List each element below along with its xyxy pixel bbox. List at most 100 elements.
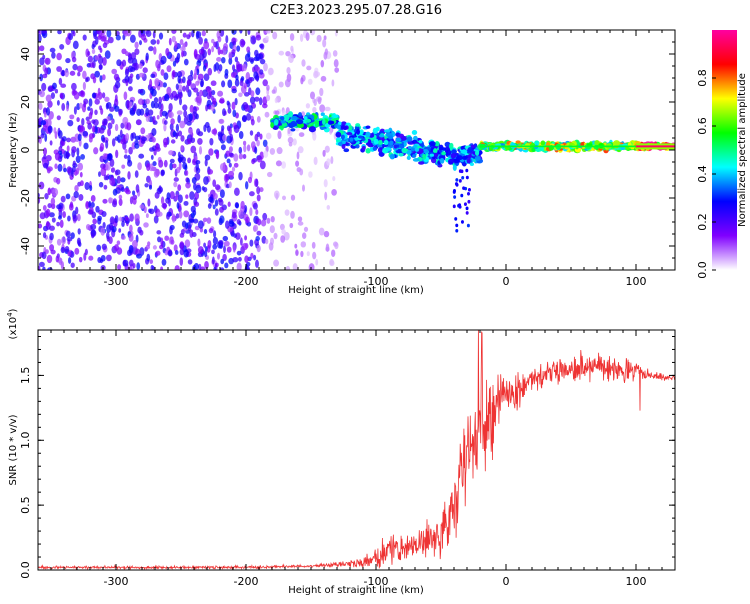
spectrogram-cell: [248, 76, 253, 84]
spectrogram-cell: [141, 136, 147, 142]
spectrogram-cell: [238, 130, 244, 140]
spectrogram-cell: [203, 228, 208, 235]
spectrogram-cell: [241, 63, 247, 72]
spectrogram-cell: [238, 146, 243, 154]
spectrogram-cell: [198, 36, 203, 45]
spectrogram-cell: [286, 66, 291, 75]
spectrogram-cell: [300, 241, 307, 248]
spectrogram-cell: [258, 53, 264, 60]
spectrogram-cell: [73, 91, 80, 100]
spectrogram-cell: [149, 259, 154, 264]
spectrogram-cell: [452, 164, 457, 171]
spectrogram-cell: [297, 221, 304, 226]
spectrogram-cell: [91, 92, 97, 99]
spectrogram-cell: [280, 120, 286, 124]
spectrogram-cell: [195, 159, 201, 165]
spectrogram-cell: [184, 239, 191, 248]
spectrogram-cell: [384, 147, 392, 151]
spectrogram-cell: [207, 240, 212, 249]
snr-marks: [38, 330, 675, 570]
spectrogram-cell: [255, 73, 260, 82]
spectrogram-cell: [125, 189, 131, 195]
colorbar-gradient: [712, 30, 737, 270]
spectrogram-cell: [155, 146, 161, 152]
spectrogram-cell: [80, 90, 84, 95]
spectrogram-cell: [128, 146, 133, 155]
spectrogram-cell: [81, 118, 85, 126]
spectrogram-cell: [248, 57, 255, 63]
spectrogram-cell: [273, 119, 279, 126]
spectrogram-cell: [46, 118, 52, 128]
spectrogram-cell: [540, 140, 546, 146]
spectrogram-cell: [105, 161, 111, 171]
spectrogram-cell: [222, 235, 229, 242]
spectrogram-cell: [159, 81, 164, 88]
spectrogram-cell: [207, 67, 213, 76]
spectrogram-cell: [134, 48, 140, 55]
spectrogram-cell: [129, 213, 134, 222]
spectrogram-cell: [455, 155, 464, 161]
spectrogram-cell: [197, 220, 204, 229]
spectrogram-cell: [188, 218, 195, 223]
spectrogram-cell: [46, 220, 50, 227]
spectrogram-cell: [82, 70, 87, 80]
spectrogram-cell: [67, 251, 72, 257]
spectrogram-cell: [38, 30, 41, 34]
spectrogram-cell: [236, 250, 242, 256]
spectrogram-cell: [54, 152, 61, 161]
spectrogram-cell: [332, 50, 338, 57]
spectrogram-cell: [301, 232, 307, 240]
spectrogram-cell: [99, 142, 105, 152]
spectrogram-cell: [259, 69, 264, 75]
spectrogram-cell: [383, 129, 391, 133]
spectrogram-cell: [186, 121, 192, 126]
spectrogram-cell: [272, 31, 278, 40]
spectrogram-cell: [306, 65, 312, 71]
spectrogram-cell: [128, 86, 133, 92]
spectrogram-cell: [170, 239, 175, 245]
spectrogram-cell: [231, 211, 237, 219]
spectrogram-cell: [312, 106, 317, 113]
snr-x-label: Height of straight line (km): [288, 585, 424, 596]
spectrogram-cell: [200, 266, 206, 270]
spectrogram-cell: [84, 248, 88, 256]
spectrogram-cell: [159, 244, 164, 250]
spectrogram-cell: [114, 105, 120, 112]
spectrogram-cell: [178, 92, 183, 99]
spectrogram-cell: [38, 223, 43, 229]
spectrogram-cell: [465, 206, 469, 211]
spectrogram-cell: [129, 224, 133, 233]
spectrogram-cell: [294, 243, 298, 249]
spectrogram-cell: [208, 227, 214, 234]
spectrogram-cell: [46, 167, 51, 174]
spectrogram-cell: [313, 98, 317, 106]
spectrogram-cell: [189, 191, 195, 200]
spectrogram-cell: [263, 62, 268, 72]
spectrogram-cell: [87, 55, 94, 63]
spectrogram-cell: [182, 104, 188, 111]
spectrogram-cell: [296, 151, 300, 160]
spectrogram-cell: [148, 184, 153, 190]
spectrogram-cell: [290, 194, 296, 201]
spectrogram-cell: [227, 79, 233, 88]
spectrogram-cell: [74, 247, 80, 255]
spectrogram-cell: [233, 162, 239, 168]
spectrogram-cell: [250, 90, 255, 98]
x-tick-label: 100: [626, 575, 647, 588]
spectrogram-cell: [594, 140, 600, 146]
spectrogram-cell: [266, 217, 271, 224]
spectrogram-cell: [331, 249, 336, 257]
spectrogram-cell: [213, 193, 218, 200]
spectrogram-cell: [288, 54, 294, 63]
spectrogram-cell: [291, 115, 298, 121]
spectrogram-cell: [68, 203, 74, 211]
spectrogram-cell: [246, 46, 251, 53]
spectrogram-cell: [172, 70, 176, 78]
spectrogram-cell: [228, 170, 235, 178]
spectrogram-cell: [138, 153, 145, 159]
spectrogram-cell: [195, 167, 201, 174]
spectrogram-cell: [148, 46, 154, 52]
snr-frame: [37, 329, 676, 571]
spectrogram-cell: [433, 148, 438, 153]
spectrogram-cell: [38, 102, 43, 111]
